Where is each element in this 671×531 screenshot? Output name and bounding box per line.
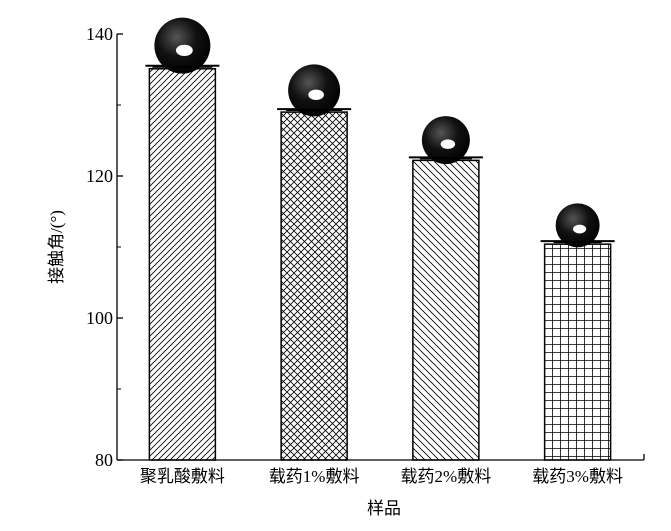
y-tick-label: 80 — [95, 450, 113, 470]
x-tick-label: 聚乳酸敷料 — [140, 467, 225, 486]
x-tick-label: 载药2%敷料 — [401, 467, 492, 486]
y-tick-label: 100 — [86, 308, 113, 328]
bars-group — [148, 68, 612, 461]
y-tick-label: 120 — [86, 166, 113, 186]
x-tick-label: 载药3%敷料 — [532, 467, 623, 486]
bar-1 — [280, 111, 348, 461]
droplet-base — [152, 65, 213, 68]
droplet-highlight — [175, 44, 193, 56]
bar-0 — [148, 68, 217, 461]
bar-2 — [412, 159, 480, 461]
axes-group: 80 100 120 140 聚乳酸敷料 载药1%敷料 载药2%敷料 载药3%敷料 — [86, 24, 645, 486]
x-tick-label: 载药1%敷料 — [269, 467, 360, 486]
droplet-base — [553, 241, 602, 244]
droplet-base — [419, 157, 472, 160]
droplets-group — [145, 17, 615, 248]
droplet-base — [286, 109, 343, 112]
y-axis-label: 接触角/(°) — [47, 210, 66, 284]
bar-3 — [543, 243, 612, 461]
x-axis-label: 样品 — [367, 499, 401, 518]
y-tick-label: 140 — [86, 24, 113, 44]
droplet-highlight — [308, 89, 324, 101]
droplet-highlight — [573, 224, 587, 234]
droplet-highlight — [440, 139, 456, 149]
